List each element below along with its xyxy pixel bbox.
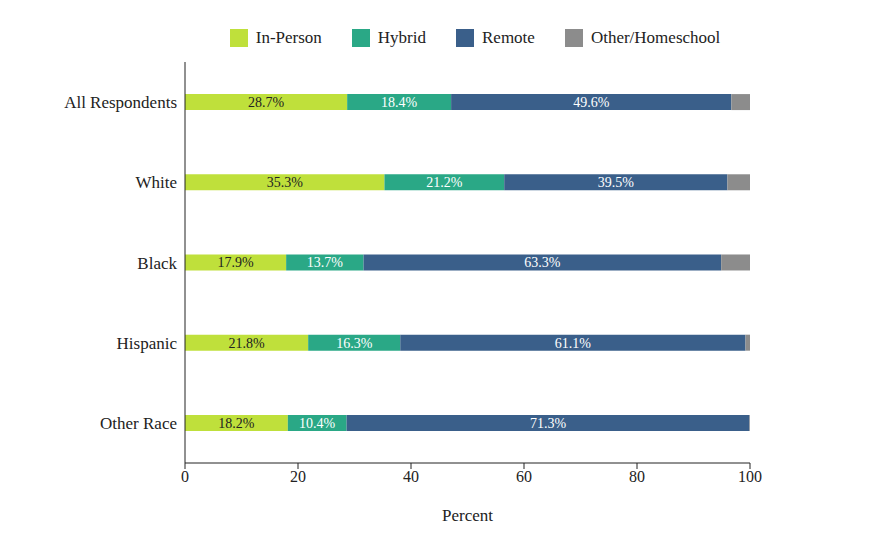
svg-text:40: 40 — [403, 468, 419, 485]
svg-text:21.8%: 21.8% — [228, 336, 265, 351]
svg-text:71.3%: 71.3% — [530, 416, 567, 431]
svg-text:100: 100 — [738, 468, 762, 485]
svg-text:61.1%: 61.1% — [555, 336, 592, 351]
svg-text:13.7%: 13.7% — [307, 255, 344, 270]
svg-text:Hispanic: Hispanic — [117, 334, 178, 353]
svg-text:White: White — [135, 173, 177, 192]
html-text:Hybrid: Hybrid — [377, 28, 426, 47]
svg-text:20: 20 — [290, 468, 306, 485]
svg-text:10.4%: 10.4% — [299, 416, 336, 431]
svg-text:49.6%: 49.6% — [573, 95, 610, 110]
svg-text:16.3%: 16.3% — [336, 336, 373, 351]
svg-text:28.7%: 28.7% — [248, 95, 285, 110]
svg-text:All Respondents: All Respondents — [64, 93, 177, 112]
svg-text:0: 0 — [181, 468, 189, 485]
svg-text:80: 80 — [629, 468, 645, 485]
svg-text:60: 60 — [516, 468, 532, 485]
svg-text:39.5%: 39.5% — [598, 175, 635, 190]
svg-text:63.3%: 63.3% — [524, 255, 561, 270]
svg-text:21.2%: 21.2% — [426, 175, 463, 190]
svg-text:Percent: Percent — [442, 506, 493, 525]
svg-text:35.3%: 35.3% — [267, 175, 304, 190]
html-text:Remote: Remote — [482, 28, 535, 47]
html-text:Other/Homeschool: Other/Homeschool — [590, 28, 721, 47]
svg-text:18.4%: 18.4% — [381, 95, 418, 110]
svg-text:18.2%: 18.2% — [218, 416, 255, 431]
svg-text:Other Race: Other Race — [100, 414, 177, 433]
svg-text:Black: Black — [137, 254, 177, 273]
html-text:In-Person: In-Person — [255, 28, 322, 47]
svg-text:17.9%: 17.9% — [217, 255, 254, 270]
